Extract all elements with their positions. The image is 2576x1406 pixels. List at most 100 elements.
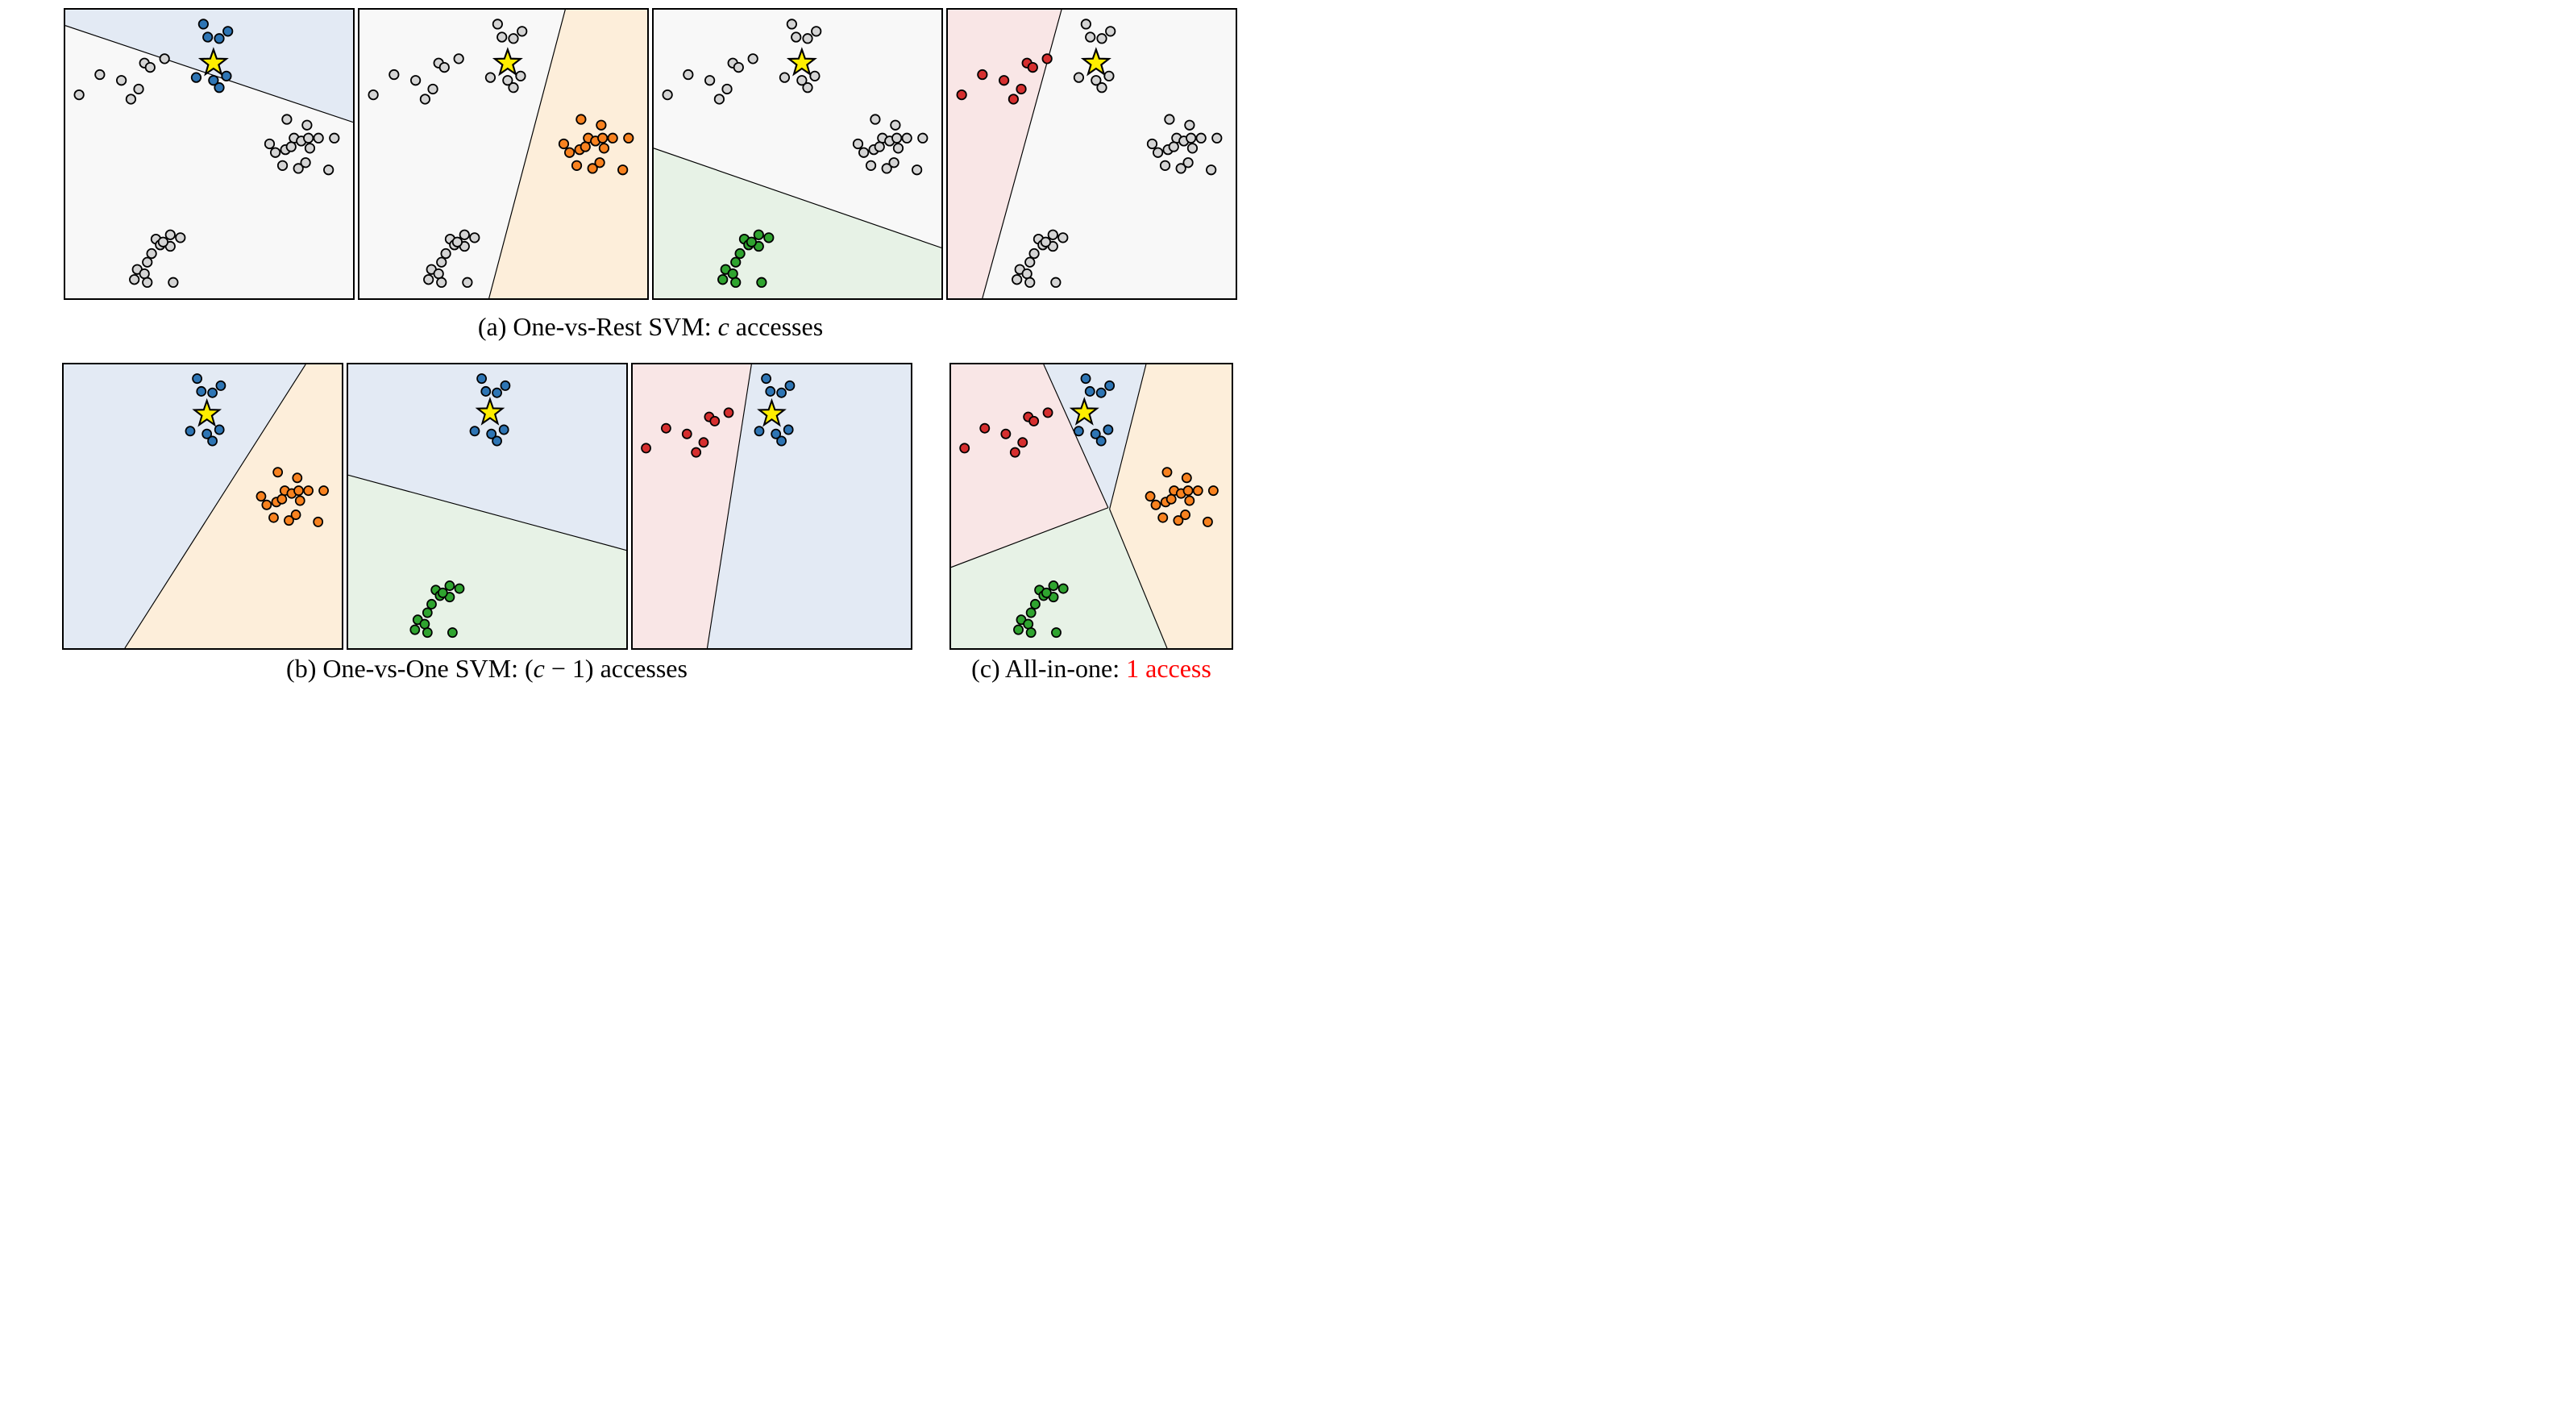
- scatter-point-gray: [1175, 163, 1186, 174]
- caption-text-normal: accesses: [729, 312, 824, 341]
- caption-text-normal: (a) One-vs-Rest SVM:: [477, 312, 718, 341]
- scatter-point-red: [979, 422, 991, 434]
- scatter-point-orange: [293, 485, 304, 497]
- scatter-point-orange: [313, 516, 324, 527]
- scatter-point-gray: [129, 274, 140, 285]
- scatter-point-orange: [580, 141, 591, 152]
- scatter-point-green: [454, 583, 465, 594]
- scatter-point-red: [698, 437, 709, 448]
- scatter-point-gray: [809, 70, 821, 81]
- scatter-point-blue: [498, 424, 509, 435]
- caption-one-vs-one: (b) One-vs-One SVM: (c − 1) accesses: [286, 654, 688, 683]
- scatter-point-orange: [318, 485, 329, 497]
- decision-plot-one-vs-rest-blue: [65, 10, 353, 298]
- scatter-point-blue: [207, 435, 218, 447]
- scatter-point-orange: [623, 132, 634, 144]
- scatter-point-green: [730, 277, 742, 288]
- scatter-point-gray: [870, 114, 881, 125]
- decision-plot-one-vs-rest-orange: [359, 10, 647, 298]
- scatter-point-gray: [303, 132, 314, 144]
- scatter-point-gray: [1195, 132, 1207, 144]
- scatter-point-gray: [508, 82, 519, 94]
- scatter-point-gray: [912, 164, 923, 176]
- scatter-point-gray: [858, 147, 870, 158]
- scatter-point-blue: [197, 19, 209, 30]
- scatter-point-green: [1025, 627, 1037, 639]
- scatter-point-blue: [214, 33, 225, 44]
- decision-boundary-line: [1109, 364, 1147, 510]
- scatter-point-blue: [192, 373, 202, 385]
- decision-boundary-line: [348, 474, 626, 551]
- decision-boundary-line: [1043, 364, 1109, 509]
- scatter-point-green: [746, 236, 757, 248]
- scatter-point-gray: [440, 248, 451, 260]
- scatter-point-green: [734, 248, 746, 260]
- scatter-point-red: [1000, 428, 1012, 439]
- scatter-point-gray: [1211, 132, 1223, 144]
- scatter-point-gray: [811, 26, 822, 37]
- cluster-bottom-gray-points: [1012, 229, 1069, 288]
- scatter-point-gray: [1159, 160, 1171, 171]
- scatter-point-gray: [304, 143, 316, 154]
- scatter-point-blue: [202, 31, 214, 43]
- scatter-point-gray: [1080, 19, 1091, 30]
- scatter-point-orange: [617, 164, 629, 176]
- cluster-top-gray-points: [1073, 19, 1116, 94]
- decision-region-orange: [124, 364, 342, 648]
- scatter-point-green: [422, 627, 433, 639]
- scatter-point-orange: [261, 499, 272, 510]
- caption-text-red: 1 access: [1126, 654, 1211, 683]
- panel-one-vs-rest-orange: [358, 8, 649, 300]
- scatter-point-blue: [214, 424, 225, 435]
- caption-all-in-one: (c) All-in-one: 1 access: [971, 654, 1211, 683]
- query-star-marker: [492, 47, 523, 77]
- scatter-point-gray: [802, 82, 813, 94]
- scatter-point-orange: [1181, 472, 1192, 484]
- scatter-point-gray: [1164, 114, 1175, 125]
- decision-region-green: [348, 475, 626, 648]
- scatter-point-green: [1029, 598, 1041, 609]
- scatter-point-blue: [783, 424, 794, 435]
- scatter-point-gray: [733, 61, 744, 73]
- scatter-point-blue: [1095, 387, 1107, 398]
- decision-boundary-line: [706, 364, 752, 648]
- scatter-point-blue: [196, 385, 207, 397]
- panel-one-vs-rest-red: [946, 8, 1237, 300]
- scatter-point-gray: [144, 61, 156, 73]
- scatter-point-gray: [433, 268, 444, 280]
- scatter-point-red: [1028, 415, 1040, 426]
- scatter-point-orange: [571, 160, 583, 171]
- scatter-point-gray: [423, 274, 434, 285]
- scatter-point-gray: [1050, 277, 1062, 288]
- cluster-left-gray-points: [662, 53, 758, 105]
- cluster-top-blue-points: [1073, 373, 1116, 447]
- scatter-point-gray: [438, 61, 450, 73]
- cluster-bottom-gray-points: [129, 229, 186, 288]
- scatter-point-gray: [1047, 229, 1058, 240]
- scatter-point-green: [426, 598, 437, 609]
- scatter-point-green: [1041, 587, 1052, 598]
- scatter-point-gray: [301, 119, 313, 131]
- scatter-point-blue: [208, 75, 219, 86]
- scatter-point-gray: [1096, 82, 1107, 94]
- scatter-point-blue: [202, 428, 213, 439]
- scatter-point-gray: [517, 26, 528, 37]
- query-star-marker: [1080, 47, 1111, 77]
- caption-text-normal: (b) One-vs-One SVM: (: [286, 654, 534, 683]
- caption-text-normal: − 1) accesses: [544, 654, 688, 683]
- cluster-top-gray-points: [484, 19, 528, 94]
- scatter-point-gray: [313, 132, 324, 144]
- scatter-point-gray: [159, 53, 170, 64]
- cluster-right-orange-points: [256, 467, 329, 527]
- scatter-point-orange: [290, 510, 301, 521]
- scatter-point-red: [1009, 447, 1020, 458]
- cluster-left-red-points: [956, 53, 1053, 105]
- scatter-point-blue: [222, 26, 234, 37]
- scatter-point-red: [1027, 61, 1038, 73]
- scatter-point-gray: [796, 75, 808, 86]
- scatter-point-gray: [901, 132, 912, 144]
- scatter-point-gray: [146, 248, 157, 260]
- scatter-point-green: [1013, 624, 1024, 635]
- panel-one-vs-one-blue-orange: [62, 363, 343, 650]
- scatter-point-red: [1016, 83, 1027, 95]
